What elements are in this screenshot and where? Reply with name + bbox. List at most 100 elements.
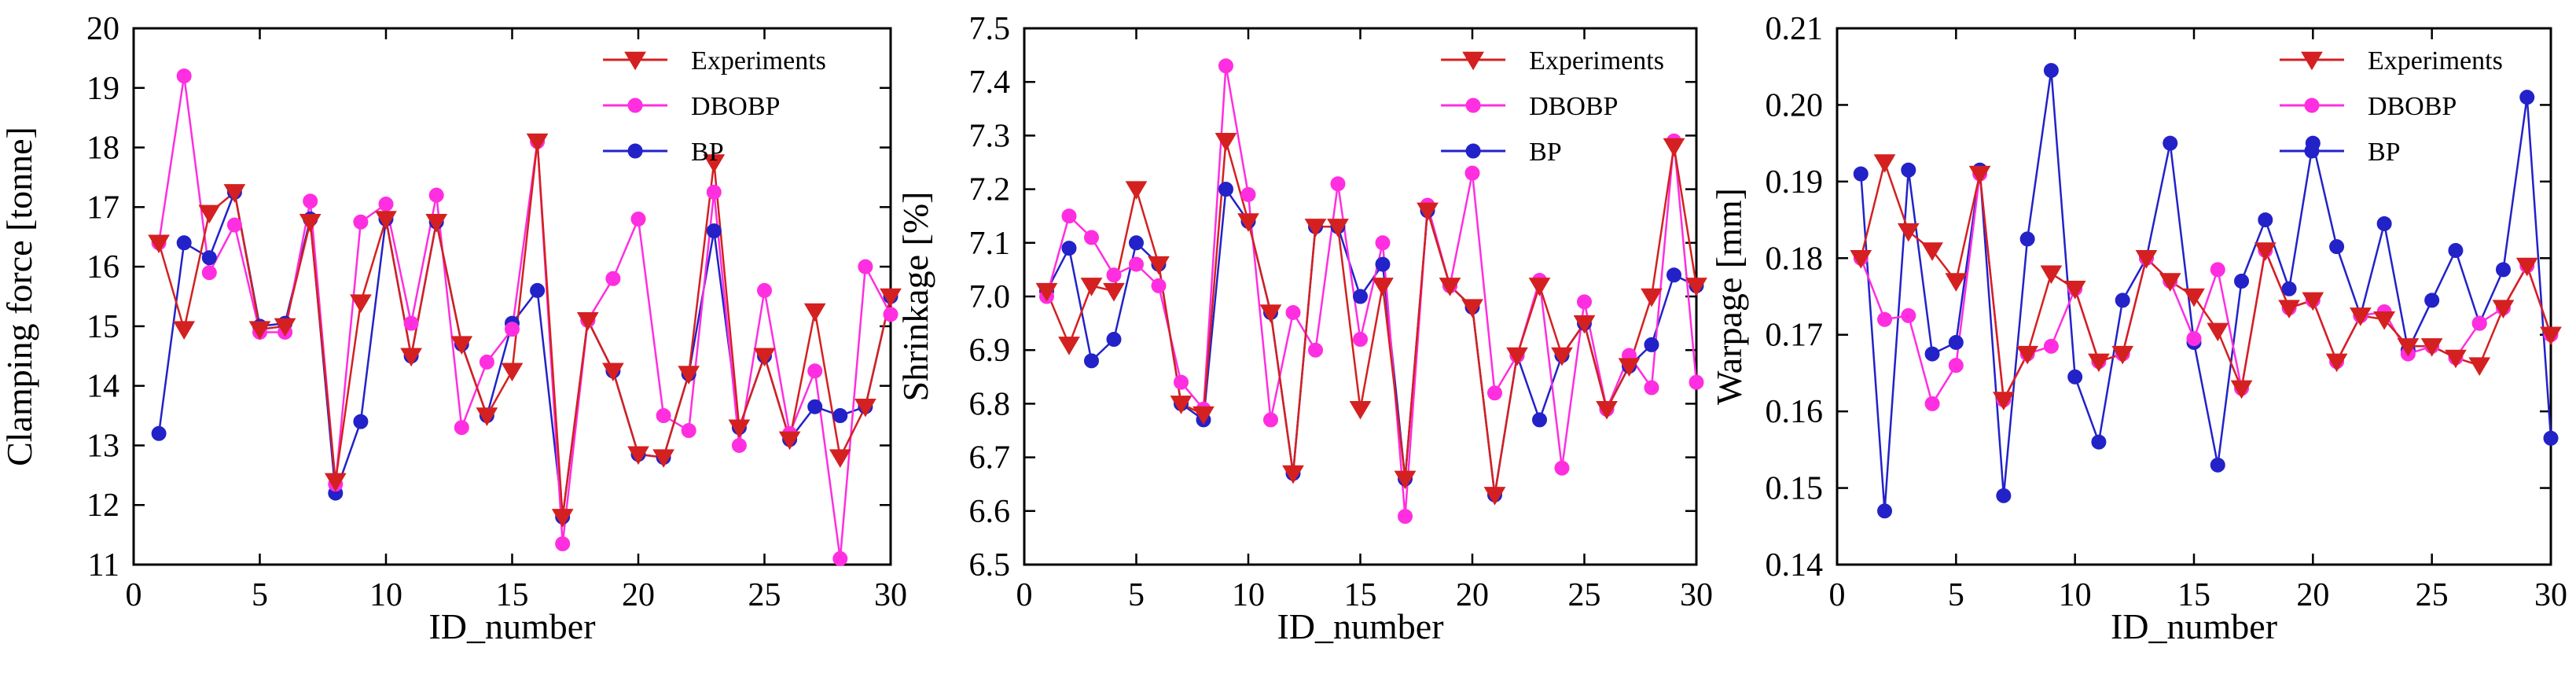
y-tick-label: 7.1 xyxy=(969,226,1011,262)
data-point-experiments xyxy=(2159,273,2181,292)
data-point-experiments xyxy=(2111,345,2134,365)
data-point-bp xyxy=(2234,274,2250,289)
data-point-experiments xyxy=(2278,300,2300,318)
data-point-bp xyxy=(2019,231,2035,247)
y-tick-label: 0.16 xyxy=(1766,394,1824,430)
data-point-dbobp xyxy=(2043,338,2059,354)
data-point-bp xyxy=(2115,293,2130,308)
data-point-bp xyxy=(1996,488,2012,503)
data-point-experiments xyxy=(2468,357,2491,377)
data-point-experiments xyxy=(2325,353,2348,373)
data-point-experiments xyxy=(1058,337,1080,355)
x-tick-label: 20 xyxy=(1456,577,1489,613)
legend-marker-experiments xyxy=(1462,51,1484,71)
data-point-bp xyxy=(1666,267,1681,283)
data-point-dbobp xyxy=(1577,294,1592,310)
data-point-experiments xyxy=(1170,396,1192,414)
data-point-dbobp xyxy=(2471,315,2487,331)
y-tick-label: 6.7 xyxy=(969,440,1011,477)
y-tick-label: 0.21 xyxy=(1766,11,1824,47)
data-point-dbobp xyxy=(2210,262,2225,278)
data-point-experiments xyxy=(2040,265,2063,285)
data-point-experiments xyxy=(350,294,372,313)
series-line-dbobp xyxy=(1045,64,1698,517)
data-point-experiments xyxy=(1968,165,1991,185)
data-point-experiments xyxy=(602,363,624,382)
data-point-bp xyxy=(706,223,722,239)
data-point-dbobp xyxy=(1398,509,1413,525)
data-point-dbobp xyxy=(1263,412,1278,428)
y-axis-title: Warpage [mm] xyxy=(1709,188,1749,405)
data-point-experiments xyxy=(551,509,574,528)
data-point-experiments xyxy=(1327,219,1349,237)
data-point-experiments xyxy=(148,234,170,254)
data-point-dbobp xyxy=(630,211,646,226)
y-tick-label: 0.14 xyxy=(1766,547,1824,583)
x-tick-label: 30 xyxy=(874,577,907,613)
y-tick-label: 0.15 xyxy=(1766,471,1824,507)
data-point-experiments xyxy=(2349,307,2372,326)
x-tick-label: 15 xyxy=(2177,577,2210,613)
y-tick-label: 20 xyxy=(86,11,119,47)
data-point-experiments xyxy=(324,473,347,492)
data-point-dbobp xyxy=(1218,58,1233,74)
data-point-bp xyxy=(201,250,217,266)
data-point-experiments xyxy=(1372,278,1394,296)
y-tick-label: 15 xyxy=(86,309,119,345)
data-point-bp xyxy=(1532,412,1547,428)
data-point-experiments xyxy=(1945,273,1968,292)
legend-marker-experiments xyxy=(2301,51,2323,71)
data-point-experiments xyxy=(299,214,322,233)
data-point-experiments xyxy=(2063,281,2086,300)
series-line-experiments xyxy=(1045,139,1698,496)
data-point-dbobp xyxy=(454,420,469,436)
data-point-bp xyxy=(2163,135,2178,151)
y-axis-title: Clamping force [tonne] xyxy=(0,127,39,466)
legend-marker-dbobp xyxy=(1465,98,1481,113)
data-point-experiments xyxy=(2420,338,2443,357)
data-point-experiments xyxy=(2397,338,2420,357)
data-point-experiments xyxy=(1417,202,1439,222)
legend-label-dbobp: DBOBP xyxy=(691,92,780,121)
data-point-bp xyxy=(807,399,823,414)
legend-label-bp: BP xyxy=(1529,138,1562,167)
data-point-dbobp xyxy=(656,408,671,424)
y-tick-label: 0.17 xyxy=(1766,318,1824,354)
data-point-experiments xyxy=(1103,282,1125,302)
data-point-bp xyxy=(176,235,192,251)
x-tick-label: 0 xyxy=(1829,577,1846,613)
data-point-bp xyxy=(2329,239,2345,255)
data-point-dbobp xyxy=(757,282,772,298)
data-point-experiments xyxy=(1259,304,1282,323)
data-point-dbobp xyxy=(403,315,419,331)
data-point-experiments xyxy=(2540,326,2562,346)
legend-marker-bp xyxy=(1465,143,1481,159)
data-point-bp xyxy=(1853,166,1869,182)
legend-label-experiments: Experiments xyxy=(1529,46,1664,75)
legend-marker-experiments xyxy=(624,51,646,71)
data-point-experiments xyxy=(652,449,674,468)
data-point-dbobp xyxy=(1084,230,1099,245)
series-line-dbobp xyxy=(157,75,892,560)
data-point-experiments xyxy=(880,288,902,307)
series-line-experiments xyxy=(157,140,892,518)
legend-marker-dbobp xyxy=(627,98,643,113)
data-point-experiments xyxy=(1215,132,1237,152)
data-point-bp xyxy=(832,408,848,424)
data-point-experiments xyxy=(778,431,801,451)
data-point-dbobp xyxy=(807,363,823,379)
legend-marker-bp xyxy=(627,143,643,159)
data-point-experiments xyxy=(576,312,599,331)
shrinkage-chart: 0 5 10 15 20 25 30 6.5 6.6 6.7 6.8 6.9 7.0 7.1 7.2 7.3 7… xyxy=(895,11,1713,646)
data-point-dbobp xyxy=(1644,380,1659,396)
data-point-experiments xyxy=(1641,288,1663,307)
x-axis-title: ID_number xyxy=(2111,606,2277,646)
data-point-experiments xyxy=(526,133,549,153)
legend-label-bp: BP xyxy=(691,138,724,167)
data-point-dbobp xyxy=(479,354,494,370)
data-point-bp xyxy=(2258,212,2273,228)
data-point-experiments xyxy=(1850,250,1872,269)
data-point-dbobp xyxy=(303,193,318,209)
data-point-bp xyxy=(2067,369,2083,385)
